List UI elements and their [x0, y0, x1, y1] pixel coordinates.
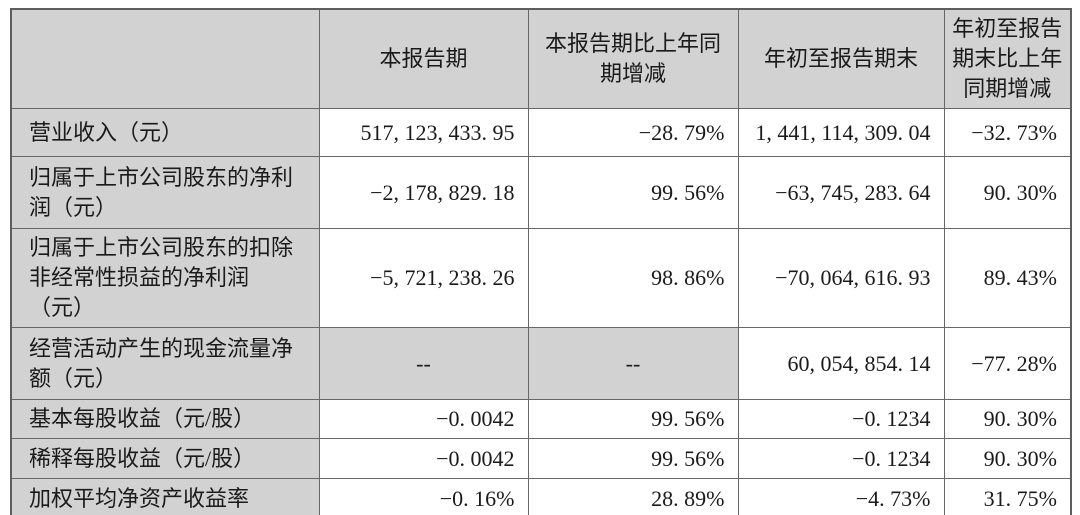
cell-cash-flow-current-period-yoy: -- — [527, 327, 739, 400]
cell-cash-flow-ytd: 60, 054, 854. 14 — [737, 327, 945, 400]
table-row-diluted-eps: 稀释每股收益（元/股） −0. 0042 99. 56% −0. 1234 90… — [10, 438, 1072, 479]
cell-revenue-current-period-yoy: −28. 79% — [527, 108, 739, 157]
row-label-operating-cash-flow: 经营活动产生的现金流量净 额（元） — [10, 327, 320, 400]
cell-diluted-eps-ytd-yoy: 90. 30% — [943, 438, 1072, 479]
cell-roe-current-period: −0. 16% — [318, 478, 529, 515]
row-label-basic-eps: 基本每股收益（元/股） — [10, 399, 320, 439]
row-label-net-profit-excl-nonrecurring: 归属于上市公司股东的扣除 非经常性损益的净利润 （元） — [10, 228, 320, 328]
col-header-current-period: 本报告期 — [318, 8, 529, 109]
key-financials-table: 本报告期 本报告期比上年同 期增减 年初至报告期末 年初至报告 期末比上年 同期… — [10, 8, 1072, 515]
cell-diluted-eps-ytd: −0. 1234 — [737, 438, 945, 479]
table-row-net-profit-excl-nonrecurring: 归属于上市公司股东的扣除 非经常性损益的净利润 （元） −5, 721, 238… — [10, 228, 1072, 328]
cell-revenue-current-period: 517, 123, 433. 95 — [318, 108, 529, 157]
cell-basic-eps-current-period-yoy: 99. 56% — [527, 399, 739, 439]
cell-net-profit-current-period: −2, 178, 829. 18 — [318, 156, 529, 229]
cell-basic-eps-current-period: −0. 0042 — [318, 399, 529, 439]
cell-net-profit-current-period-yoy: 99. 56% — [527, 156, 739, 229]
col-header-ytd: 年初至报告期末 — [737, 8, 945, 109]
row-label-weighted-avg-roe: 加权平均净资产收益率 — [10, 478, 320, 515]
cell-roe-ytd: −4. 73% — [737, 478, 945, 515]
cell-cash-flow-ytd-yoy: −77. 28% — [943, 327, 1072, 400]
cell-basic-eps-ytd: −0. 1234 — [737, 399, 945, 439]
row-label-net-profit: 归属于上市公司股东的净利 润（元） — [10, 156, 320, 229]
cell-net-profit-excl-current-period-yoy: 98. 86% — [527, 228, 739, 328]
cell-diluted-eps-current-period: −0. 0042 — [318, 438, 529, 479]
table-header-row: 本报告期 本报告期比上年同 期增减 年初至报告期末 年初至报告 期末比上年 同期… — [10, 8, 1072, 109]
cell-roe-current-period-yoy: 28. 89% — [527, 478, 739, 515]
cell-net-profit-ytd-yoy: 90. 30% — [943, 156, 1072, 229]
cell-basic-eps-ytd-yoy: 90. 30% — [943, 399, 1072, 439]
cell-roe-ytd-yoy: 31. 75% — [943, 478, 1072, 515]
col-header-current-period-yoy: 本报告期比上年同 期增减 — [527, 8, 739, 109]
col-header-ytd-yoy: 年初至报告 期末比上年 同期增减 — [943, 8, 1072, 109]
table-row-revenue: 营业收入（元） 517, 123, 433. 95 −28. 79% 1, 44… — [10, 108, 1072, 157]
cell-revenue-ytd: 1, 441, 114, 309. 04 — [737, 108, 945, 157]
cell-net-profit-excl-ytd-yoy: 89. 43% — [943, 228, 1072, 328]
cell-net-profit-excl-current-period: −5, 721, 238. 26 — [318, 228, 529, 328]
cell-net-profit-excl-ytd: −70, 064, 616. 93 — [737, 228, 945, 328]
cell-diluted-eps-current-period-yoy: 99. 56% — [527, 438, 739, 479]
cell-cash-flow-current-period: -- — [318, 327, 529, 400]
table-row-weighted-avg-roe: 加权平均净资产收益率 −0. 16% 28. 89% −4. 73% 31. 7… — [10, 478, 1072, 515]
row-label-revenue: 营业收入（元） — [10, 108, 320, 157]
cell-net-profit-ytd: −63, 745, 283. 64 — [737, 156, 945, 229]
col-header-metric — [10, 8, 320, 109]
table-row-basic-eps: 基本每股收益（元/股） −0. 0042 99. 56% −0. 1234 90… — [10, 399, 1072, 439]
row-label-diluted-eps: 稀释每股收益（元/股） — [10, 438, 320, 479]
cell-revenue-ytd-yoy: −32. 73% — [943, 108, 1072, 157]
table-row-operating-cash-flow: 经营活动产生的现金流量净 额（元） -- -- 60, 054, 854. 14… — [10, 327, 1072, 400]
table-row-net-profit: 归属于上市公司股东的净利 润（元） −2, 178, 829. 18 99. 5… — [10, 156, 1072, 229]
